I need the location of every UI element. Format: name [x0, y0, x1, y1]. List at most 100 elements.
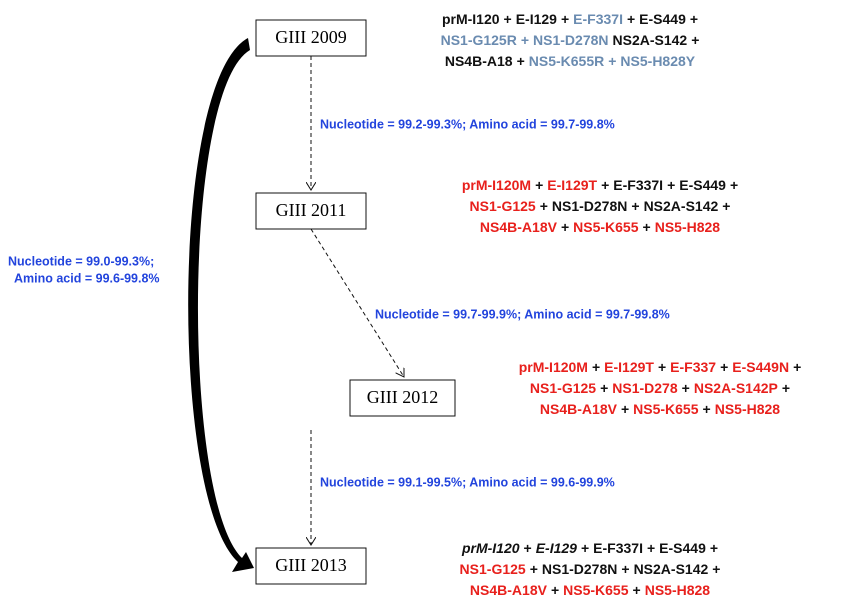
- mutation-line: NS1-G125 + NS1-D278 + NS2A-S142P +: [530, 380, 790, 396]
- node-label: GIII 2011: [276, 200, 347, 220]
- mutation: E-S449: [639, 11, 686, 27]
- mutation-line: prM-I120M + E-I129T + E-F337 + E-S449N +: [519, 359, 802, 375]
- mutation: E-S449: [659, 540, 706, 556]
- mutation: NS5-H828Y: [620, 53, 695, 69]
- mutation: NS2A-S142: [644, 198, 719, 214]
- mutation: +: [722, 198, 730, 214]
- mutation-line: prM-I120 + E-I129 + E-F337I + E-S449 +: [461, 540, 718, 556]
- mutation: +: [691, 32, 699, 48]
- node-label: GIII 2009: [275, 27, 346, 47]
- edge-label: Nucleotide = 99.1-99.5%; Amino acid = 99…: [320, 475, 615, 489]
- mutation: E-F337I: [573, 11, 623, 27]
- mutation: +: [535, 177, 543, 193]
- mutation-line: prM-I120 + E-I129 + E-F337I + E-S449 +: [442, 11, 698, 27]
- mutation: +: [782, 380, 790, 396]
- mutation: +: [621, 561, 629, 577]
- mutation: +: [658, 359, 666, 375]
- mutation: E-S449N: [732, 359, 789, 375]
- mutation: NS5-H828: [645, 582, 711, 595]
- side-label: Amino acid = 99.6-99.8%: [14, 271, 160, 285]
- mutation: prM-I120: [442, 11, 500, 27]
- edge-arrow: [310, 228, 404, 377]
- mutation: NS1-G125: [460, 561, 526, 577]
- mutation: +: [600, 380, 608, 396]
- mutation: prM-I120: [461, 540, 520, 556]
- mutation: NS1-D278: [612, 380, 678, 396]
- mutation: +: [647, 540, 655, 556]
- mutation-line: NS1-G125R + NS1-D278N NS2A-S142 +: [441, 32, 700, 48]
- mutation: +: [504, 11, 512, 27]
- mutation: +: [530, 561, 538, 577]
- mutation: NS1-G125: [470, 198, 536, 214]
- mutation: +: [517, 53, 525, 69]
- mutation-line: NS1-G125 + NS1-D278N + NS2A-S142 +: [460, 561, 721, 577]
- mutation: E-I129: [516, 11, 557, 27]
- node-box: [349, 379, 456, 417]
- mutation: E-F337I: [613, 177, 663, 193]
- mutation: +: [540, 198, 548, 214]
- mutation: +: [703, 401, 711, 417]
- mutation: E-S449: [679, 177, 726, 193]
- node-label: GIII 2012: [367, 387, 438, 407]
- mutation: NS1-G125R: [441, 32, 517, 48]
- mutation: prM-I120M: [462, 177, 531, 193]
- mutation: NS5-K655: [573, 219, 639, 235]
- mutation: NS1-D278N: [533, 32, 608, 48]
- mutation: NS2A-S142: [613, 32, 688, 48]
- side-label: Nucleotide = 99.0-99.3%;: [8, 254, 154, 268]
- edge-label: Nucleotide = 99.2-99.3%; Amino acid = 99…: [320, 117, 615, 131]
- mutation: +: [561, 11, 569, 27]
- mutation: NS1-D278N: [552, 198, 627, 214]
- mutation: +: [561, 219, 569, 235]
- mutation: +: [710, 540, 718, 556]
- curved-arrow: [188, 38, 254, 572]
- mutation: NS5-K655: [563, 582, 629, 595]
- edge-label: Nucleotide = 99.7-99.9%; Amino acid = 99…: [375, 307, 670, 321]
- mutation: NS4B-A18V: [470, 582, 548, 595]
- mutation: NS4B-A18V: [480, 219, 558, 235]
- mutation-line: NS4B-A18 + NS5-K655R + NS5-H828Y: [445, 53, 696, 69]
- mutation: +: [667, 177, 675, 193]
- mutation: NS1-G125: [530, 380, 596, 396]
- mutation: +: [730, 177, 738, 193]
- mutation-line: NS4B-A18V + NS5-K655 + NS5-H828: [480, 219, 720, 235]
- mutation: NS2A-S142P: [694, 380, 778, 396]
- mutation: NS4B-A18V: [540, 401, 618, 417]
- mutation: +: [601, 177, 609, 193]
- mutation: +: [720, 359, 728, 375]
- mutation: +: [521, 32, 529, 48]
- mutation: +: [643, 219, 651, 235]
- mutation-line: prM-I120M + E-I129T + E-F337I + E-S449 +: [462, 177, 738, 193]
- mutation: +: [608, 53, 616, 69]
- mutation: +: [592, 359, 600, 375]
- mutation: E-F337I: [593, 540, 643, 556]
- mutation: +: [690, 11, 698, 27]
- mutation: +: [793, 359, 801, 375]
- node-box: [255, 547, 367, 585]
- mutation: prM-I120M: [519, 359, 588, 375]
- mutation: E-F337: [670, 359, 716, 375]
- mutation: E-I129: [536, 540, 577, 556]
- mutation-line: NS4B-A18V + NS5-K655 + NS5-H828: [470, 582, 710, 595]
- mutation: +: [682, 380, 690, 396]
- mutation: NS4B-A18: [445, 53, 513, 69]
- mutation: +: [551, 582, 559, 595]
- mutation: +: [627, 11, 635, 27]
- mutation: NS5-K655R: [529, 53, 604, 69]
- mutation: E-I129T: [604, 359, 654, 375]
- mutation: NS5-H828: [715, 401, 781, 417]
- node-label: GIII 2013: [275, 555, 346, 575]
- mutation: +: [712, 561, 720, 577]
- mutation: NS5-K655: [633, 401, 699, 417]
- mutation-line: NS1-G125 + NS1-D278N + NS2A-S142 +: [470, 198, 731, 214]
- mutation: NS1-D278N: [542, 561, 617, 577]
- node-box: [255, 192, 367, 230]
- mutation: +: [631, 198, 639, 214]
- mutation-line: NS4B-A18V + NS5-K655 + NS5-H828: [540, 401, 780, 417]
- mutation: NS2A-S142: [634, 561, 709, 577]
- mutation: +: [633, 582, 641, 595]
- mutation: E-I129T: [547, 177, 597, 193]
- mutation: NS5-H828: [655, 219, 721, 235]
- mutation: +: [621, 401, 629, 417]
